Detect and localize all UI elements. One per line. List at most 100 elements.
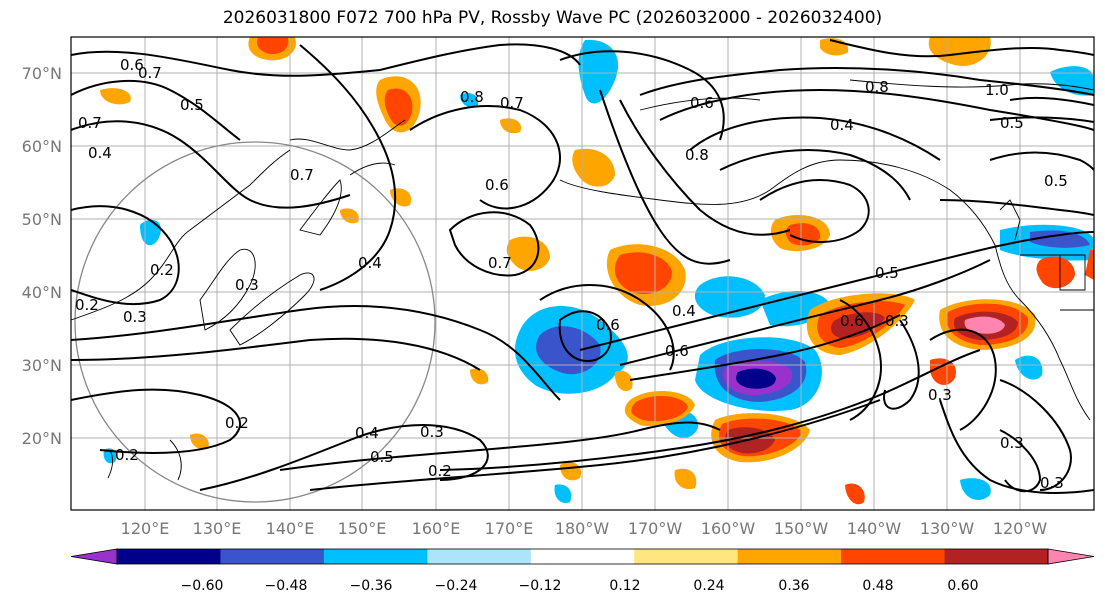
contour-label: 0.5 — [875, 264, 899, 282]
contour-label: 0.7 — [290, 166, 314, 184]
negative-anomaly — [536, 326, 601, 375]
contour-label: 0.4 — [830, 116, 854, 134]
colorbar-tick: 0.60 — [947, 578, 978, 594]
latitude-axis: 70°N 60°N 50°N 40°N 30°N 20°N — [22, 64, 62, 448]
contour-label: 0.5 — [180, 96, 204, 114]
contour-label: 0.3 — [1000, 434, 1024, 452]
contour-label: 0.3 — [420, 423, 444, 441]
contour-label: 0.6 — [665, 342, 689, 360]
positive-anomaly — [964, 316, 1005, 334]
contour-label: 0.8 — [865, 78, 889, 96]
colorbar-cell — [117, 549, 221, 564]
contour-label: 0.6 — [690, 94, 714, 112]
positive-anomaly — [785, 223, 821, 246]
contour-label: 0.2 — [428, 462, 452, 480]
lon-tick: 160°E — [412, 519, 461, 538]
contour-labels: 0.6 0.7 0.5 0.4 0.7 0.8 0.7 0.6 0.8 0.4 … — [75, 56, 1068, 492]
contour-label: 0.3 — [885, 312, 909, 330]
colorbar: −0.60 −0.48 −0.36 −0.24 −0.12 0.12 0.24 … — [70, 548, 1095, 594]
positive-anomaly — [830, 312, 885, 339]
contour-label: 0.5 — [1044, 172, 1068, 190]
contour-label: 0.6 — [485, 176, 509, 194]
negative-anomaly — [736, 368, 776, 389]
positive-anomaly — [674, 468, 697, 490]
contour-label: 0.7 — [138, 64, 162, 82]
contour-label: 0.2 — [225, 414, 249, 432]
colorbar-tick: −0.24 — [435, 578, 478, 594]
contour-label: 0.4 — [355, 424, 379, 442]
longitude-axis: 120°E 130°E 140°E 150°E 160°E 170°E 180°… — [121, 519, 1048, 538]
contour-label: 0.7 — [488, 254, 512, 272]
colorbar-border — [116, 548, 1049, 565]
lon-tick: 140°E — [266, 519, 315, 538]
region-circle — [74, 141, 436, 503]
colorbar-tick: 0.48 — [862, 578, 893, 594]
contour-label: 0.4 — [88, 144, 112, 162]
contour-label: 0.2 — [115, 446, 139, 464]
colorbar-tick: 0.36 — [778, 578, 809, 594]
lon-tick: 150°W — [774, 519, 829, 538]
positive-anomaly — [257, 38, 289, 55]
colorbar-cells — [70, 548, 1095, 565]
positive-anomaly — [614, 370, 633, 392]
positive-anomaly — [500, 118, 522, 134]
contour-label: 0.4 — [358, 254, 382, 272]
positive-anomaly — [1085, 250, 1094, 280]
lat-tick: 40°N — [22, 283, 62, 302]
colorbar-extend-low — [70, 548, 118, 565]
contour-label: 0.6 — [840, 312, 864, 330]
colorbar-extend-high — [1047, 548, 1095, 565]
negative-anomaly — [554, 484, 572, 504]
positive-anomaly — [631, 395, 688, 422]
negative-anomaly — [460, 93, 479, 107]
lon-tick: 170°E — [485, 519, 534, 538]
lon-tick: 140°W — [847, 519, 902, 538]
negative-anomaly — [960, 478, 991, 500]
map-title: 2026031800 F072 700 hPa PV, Rossby Wave … — [222, 8, 883, 28]
lat-tick: 20°N — [22, 429, 62, 448]
colorbar-tick: −0.60 — [181, 578, 224, 594]
contour-label: 0.4 — [672, 302, 696, 320]
positive-anomaly — [384, 88, 413, 126]
positive-anomaly — [614, 252, 672, 294]
contour-label: 0.3 — [235, 276, 259, 294]
colorbar-ticks: −0.60 −0.48 −0.36 −0.24 −0.12 0.12 0.24 … — [181, 578, 979, 594]
contour-label: 0.3 — [1040, 474, 1064, 492]
negative-anomaly — [578, 39, 619, 104]
colorbar-cell — [737, 549, 842, 564]
positive-anomaly — [572, 148, 615, 187]
lon-tick: 130°W — [920, 519, 975, 538]
colorbar-cell — [220, 549, 325, 564]
positive-anomaly — [928, 37, 991, 66]
lat-tick: 70°N — [22, 64, 62, 83]
colorbar-cell — [634, 549, 739, 564]
lat-tick: 30°N — [22, 356, 62, 375]
lat-tick: 50°N — [22, 210, 62, 229]
contour-label: 0.5 — [1000, 114, 1024, 132]
contour-label: 0.3 — [123, 308, 147, 326]
coastlines — [71, 79, 1094, 481]
colorbar-tick: −0.48 — [265, 578, 308, 594]
contour-label: 0.7 — [500, 94, 524, 112]
colorbar-tick: 0.24 — [693, 578, 724, 594]
contour-label: 0.8 — [460, 88, 484, 106]
colorbar-cell — [530, 549, 635, 564]
colorbar-tick: 0.12 — [609, 578, 640, 594]
contour-label: 0.2 — [75, 296, 99, 314]
lon-tick: 120°W — [993, 519, 1048, 538]
map-border — [70, 36, 1095, 511]
lon-tick: 170°W — [628, 519, 683, 538]
contour-label: 0.6 — [596, 316, 620, 334]
contour-label: 0.8 — [685, 146, 709, 164]
lon-tick: 120°E — [121, 519, 170, 538]
positive-anomaly — [340, 208, 359, 224]
lon-tick: 150°E — [338, 519, 387, 538]
colorbar-tick: −0.12 — [519, 578, 562, 594]
contour-label: 0.3 — [928, 386, 952, 404]
pv-contours — [71, 39, 1094, 494]
contour-label: 0.5 — [370, 448, 394, 466]
positive-anomaly — [100, 88, 131, 105]
contour-label: 0.6 — [120, 56, 144, 74]
